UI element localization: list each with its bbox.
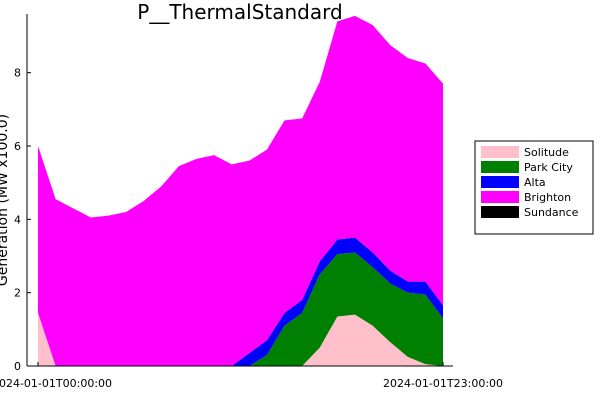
area-solitude xyxy=(38,312,443,366)
x-tick-label: 2024-01-01T00:00:00 xyxy=(0,377,112,390)
legend-swatch xyxy=(481,176,519,188)
legend-label: Park City xyxy=(524,161,573,174)
legend-swatch xyxy=(481,191,519,203)
y-tick-label: 4 xyxy=(14,213,21,226)
legend-label: Solitude xyxy=(524,146,569,159)
legend-label: Alta xyxy=(524,176,546,189)
area-series-group xyxy=(38,15,443,366)
legend-label: Sundance xyxy=(524,206,579,219)
y-tick-label: 0 xyxy=(14,360,21,373)
x-ticks-group: 2024-01-01T00:00:00 2024-01-01T23:00:00 xyxy=(0,362,503,390)
legend-swatch xyxy=(481,206,519,218)
y-tick-label: 2 xyxy=(14,287,21,300)
x-tick-label: 2024-01-01T23:00:00 xyxy=(383,377,503,390)
area-brighton xyxy=(38,15,443,366)
legend-swatch xyxy=(481,161,519,173)
y-axis-label: Generation (MW x100.0) xyxy=(0,114,11,286)
legend-swatch xyxy=(481,146,519,158)
chart-title: P__ThermalStandard xyxy=(137,0,342,24)
legend-label: Brighton xyxy=(524,191,571,204)
legend: Solitude Park City Alta Brighton Sundance xyxy=(474,140,594,235)
y-ticks-group: 0 2 4 6 8 xyxy=(14,67,31,373)
y-tick-label: 8 xyxy=(14,67,21,80)
y-tick-label: 6 xyxy=(14,140,21,153)
area-park-city xyxy=(38,252,443,366)
